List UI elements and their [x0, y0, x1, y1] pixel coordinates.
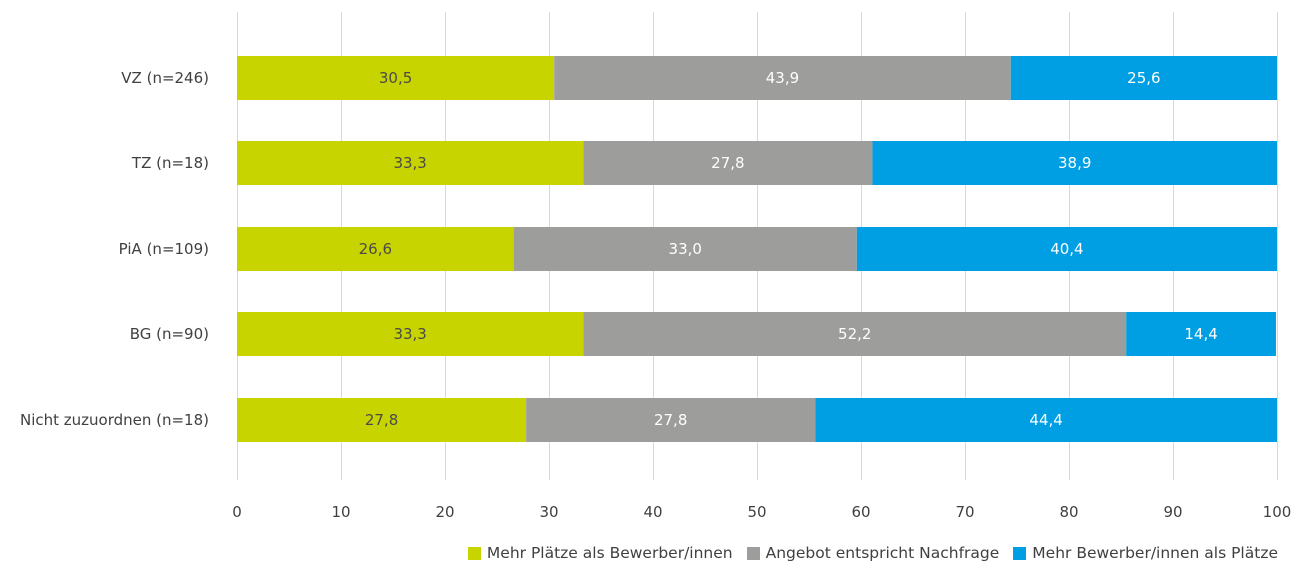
legend-label: Mehr Plätze als Bewerber/innen — [486, 544, 733, 562]
category-label: BG (n=90) — [130, 325, 209, 343]
legend-item: Mehr Plätze als Bewerber/innen — [467, 544, 733, 562]
bar-value-label: 27,8 — [654, 411, 687, 429]
bar-value-label: 14,4 — [1184, 325, 1217, 343]
bar-segment — [237, 56, 555, 100]
category-label: PiA (n=109) — [119, 240, 209, 258]
bar-value-label: 25,6 — [1127, 69, 1160, 87]
bar-segment — [237, 227, 514, 271]
bar-value-label: 38,9 — [1058, 154, 1091, 172]
legend-item: Mehr Bewerber/innen als Plätze — [1013, 544, 1278, 562]
category-label: TZ (n=18) — [131, 154, 209, 172]
legend-swatch — [746, 546, 760, 560]
x-axis-tick-labels: 0 10 20 30 40 50 60 70 80 90 100 — [232, 503, 1291, 521]
bar-segments: 30,5 43,9 25,6 33,3 27,8 38,9 26,6 33,0 40,4 33,3… — [237, 56, 1277, 442]
legend: Mehr Plätze als Bewerber/innen Angebot en… — [0, 544, 1308, 570]
bar-segment — [583, 312, 1127, 356]
bar-segment — [237, 398, 527, 442]
bar-segment — [856, 227, 1277, 271]
x-tick-label: 50 — [747, 503, 766, 521]
bar-value-label: 33,0 — [669, 240, 702, 258]
legend-label: Angebot entspricht Nachfrage — [765, 544, 1000, 562]
bar-value-label: 27,8 — [711, 154, 744, 172]
bar-segment — [872, 141, 1277, 185]
bar-segment — [815, 398, 1277, 442]
bar-value-label: 33,3 — [393, 325, 426, 343]
legend-swatch — [1013, 546, 1027, 560]
legend-item: Angebot entspricht Nachfrage — [746, 544, 1000, 562]
x-tick-label: 20 — [435, 503, 454, 521]
bar-value-label: 30,5 — [379, 69, 412, 87]
x-tick-label: 60 — [851, 503, 870, 521]
bar-segment — [526, 398, 816, 442]
bar-segment — [583, 141, 873, 185]
category-labels: VZ (n=246) TZ (n=18) PiA (n=109) BG (n=90) N… — [20, 69, 209, 429]
category-label: VZ (n=246) — [121, 69, 209, 87]
bar-segment — [513, 227, 857, 271]
x-tick-label: 90 — [1163, 503, 1182, 521]
bar-segment — [1010, 56, 1277, 100]
x-tick-label: 30 — [539, 503, 558, 521]
bar-value-label: 27,8 — [365, 411, 398, 429]
x-tick-label: 10 — [331, 503, 350, 521]
category-label: Nicht zuzuordnen (n=18) — [20, 411, 209, 429]
bar-value-label: 52,2 — [838, 325, 871, 343]
legend-label: Mehr Bewerber/innen als Plätze — [1032, 544, 1278, 562]
x-tick-label: 100 — [1263, 503, 1292, 521]
x-tick-label: 0 — [232, 503, 242, 521]
bar-value-label: 33,3 — [393, 154, 426, 172]
x-tick-label: 80 — [1059, 503, 1078, 521]
bar-value-label: 44,4 — [1029, 411, 1062, 429]
bar-segment — [1126, 312, 1276, 356]
x-tick-label: 40 — [643, 503, 662, 521]
legend-swatch — [467, 546, 481, 560]
legend-items: Mehr Plätze als Bewerber/innen Angebot en… — [467, 544, 1278, 562]
bar-segment — [237, 141, 584, 185]
bar-segment — [237, 312, 584, 356]
bar-value-label: 26,6 — [359, 240, 392, 258]
bar-value-label: 43,9 — [766, 69, 799, 87]
bar-segment — [554, 56, 1011, 100]
bar-value-label: 40,4 — [1050, 240, 1083, 258]
x-tick-label: 70 — [955, 503, 974, 521]
